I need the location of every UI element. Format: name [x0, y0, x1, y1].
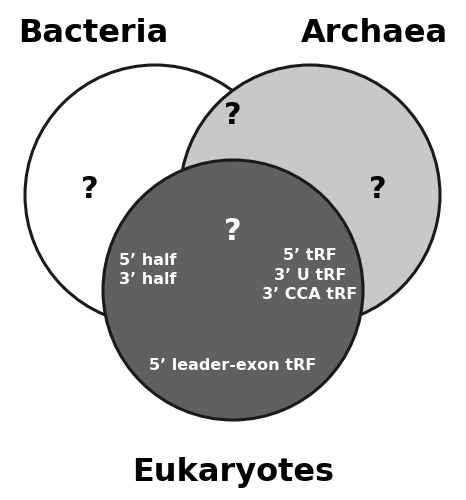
Text: Eukaryotes: Eukaryotes: [132, 457, 334, 488]
Text: Bacteria: Bacteria: [18, 18, 168, 49]
Circle shape: [25, 65, 285, 325]
Text: ?: ?: [224, 218, 242, 246]
Text: 5’ leader-exon tRF: 5’ leader-exon tRF: [150, 358, 316, 372]
Text: ?: ?: [369, 176, 387, 204]
Text: ?: ?: [224, 100, 242, 130]
Text: 5’ tRF
3’ U tRF
3’ CCA tRF: 5’ tRF 3’ U tRF 3’ CCA tRF: [262, 248, 357, 302]
Circle shape: [103, 160, 363, 420]
Text: ?: ?: [81, 176, 99, 204]
Circle shape: [180, 65, 440, 325]
Text: Archaea: Archaea: [301, 18, 448, 49]
Text: 5’ half
3’ half: 5’ half 3’ half: [119, 252, 177, 288]
